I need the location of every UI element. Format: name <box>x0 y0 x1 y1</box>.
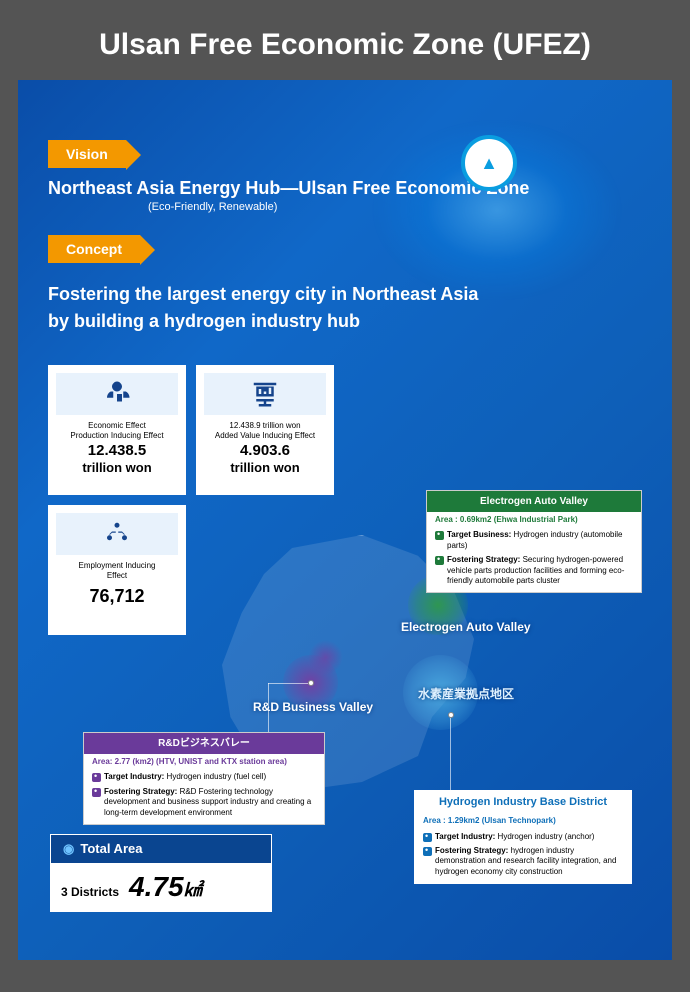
infobox-row: Target Industry: Hydrogen industry (fuel… <box>84 770 324 784</box>
info-val: Hydrogen industry (fuel cell) <box>164 772 266 781</box>
total-area-box: Total Area 3 Districts 4.75㎢ <box>50 834 272 912</box>
infobox-blue: Hydrogen Industry Base District Area : 1… <box>414 790 632 884</box>
total-districts: 3 Districts <box>61 885 119 899</box>
main-panel: Vision Northeast Asia Energy Hub—Ulsan F… <box>18 80 672 960</box>
stat-value: 76,712 <box>56 587 178 607</box>
connector-line <box>450 718 451 792</box>
stat-unit: trillion won <box>56 460 178 475</box>
economic-icon <box>56 373 178 415</box>
bullet-icon <box>92 773 101 782</box>
people-icon <box>56 513 178 555</box>
infobox-area: Area : 1.29km2 (Ulsan Technopark) <box>415 813 631 829</box>
content-area: Vision Northeast Asia Energy Hub—Ulsan F… <box>18 80 672 635</box>
stat-value: 4.903.6 <box>204 443 326 460</box>
stat-label: Economic Effect Production Inducing Effe… <box>56 421 178 441</box>
infobox-row: Target Industry: Hydrogen industry (anch… <box>415 830 631 844</box>
marker-purple-small <box>308 640 343 675</box>
bullet-icon <box>423 847 432 856</box>
info-key: Target Industry: <box>104 772 164 781</box>
infobox-area: Area: 2.77 (km2) (HTV, UNIST and KTX sta… <box>84 754 324 770</box>
info-key: Fostering Strategy: <box>104 787 177 796</box>
infobox-title-text: Hydrogen Industry Base District <box>439 796 607 808</box>
total-area-body: 3 Districts 4.75㎢ <box>51 863 271 911</box>
info-key: Target Industry: <box>435 832 495 841</box>
zone-label-purple: R&D Business Valley <box>253 700 373 714</box>
presentation-icon <box>204 373 326 415</box>
vision-text: Northeast Asia Energy Hub—Ulsan Free Eco… <box>48 178 672 199</box>
info-val: Hydrogen industry (anchor) <box>495 832 594 841</box>
infobox-purple: R&Dビジネスバレー Area: 2.77 (km2) (HTV, UNIST … <box>83 732 325 825</box>
vision-tag: Vision <box>48 140 126 168</box>
stat-label: 12.438.9 trillion won Added Value Induci… <box>204 421 326 441</box>
stat-card-addedvalue: 12.438.9 trillion won Added Value Induci… <box>196 365 334 495</box>
concept-tag: Concept <box>48 235 140 263</box>
page-title: Ulsan Free Economic Zone (UFEZ) <box>0 0 690 80</box>
stat-cards: Economic Effect Production Inducing Effe… <box>48 365 672 635</box>
stat-card-employment: Employment Inducing Effect 76,712 <box>48 505 186 635</box>
infobox-row: Fostering Strategy: R&D Fostering techno… <box>84 785 324 820</box>
stat-value: 12.438.5 <box>56 443 178 460</box>
bullet-icon <box>423 833 432 842</box>
info-key: Fostering Strategy: <box>435 846 508 855</box>
stat-label: Employment Inducing Effect <box>56 561 178 581</box>
total-area-head: Total Area <box>51 835 271 863</box>
stat-unit: trillion won <box>204 460 326 475</box>
zone-label-blue: 水素産業拠点地区 <box>418 685 514 702</box>
connector-dot <box>308 680 314 686</box>
connector-dot <box>448 712 454 718</box>
infobox-row: Fostering Strategy: hydrogen industry de… <box>415 844 631 879</box>
total-value: 4.75㎢ <box>129 871 202 903</box>
stat-card-economic: Economic Effect Production Inducing Effe… <box>48 365 186 495</box>
infobox-title: R&Dビジネスバレー <box>84 733 324 754</box>
ulsan-logo-badge <box>461 135 517 191</box>
concept-text: Fostering the largest energy city in Nor… <box>48 281 672 335</box>
vision-subtext: (Eco-Friendly, Renewable) <box>148 201 672 213</box>
bullet-icon <box>92 788 101 797</box>
connector-line <box>268 683 308 684</box>
connector-line <box>268 683 269 733</box>
infobox-title: Hydrogen Industry Base District <box>415 791 631 813</box>
